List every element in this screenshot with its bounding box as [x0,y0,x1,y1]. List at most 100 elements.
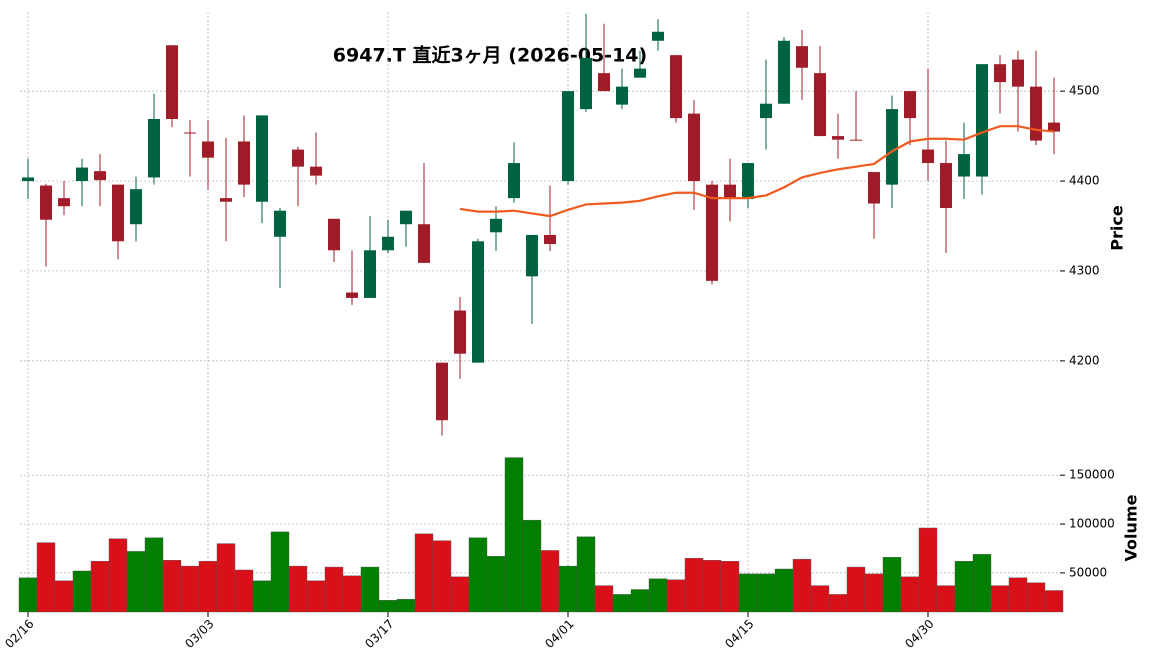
volume-bar [720,560,740,613]
candle-body [364,250,376,298]
candle-body [580,57,592,110]
candle-body [274,210,286,237]
candle-body [598,73,610,92]
volume-bar [540,550,560,613]
candle-body [454,310,466,354]
volume-bar [342,575,362,613]
candle-body [130,189,142,225]
volume-bar [666,579,686,613]
volume-bar [558,565,578,613]
candle-body [220,198,232,202]
volume-bar [396,599,416,613]
volume-bar [468,537,488,613]
volume-bar [234,569,254,613]
y-tick-label: 4400 [1069,174,1100,188]
volume-bar [324,566,344,613]
candle-body [112,184,124,242]
volume-bar [792,559,812,613]
volume-bar [414,533,434,613]
candle-body [724,184,736,200]
candle-body [400,210,412,225]
candle-body [796,46,808,68]
volume-bar [738,573,758,613]
candle-body [562,91,574,182]
candle-body [310,166,322,176]
candle-body [832,136,844,140]
candle-body [40,185,52,220]
candle-body [958,154,970,177]
volume-bar [1044,590,1064,613]
volume-bar [756,573,776,613]
volume-bar [828,594,848,613]
y-tick-label: 4300 [1069,263,1100,277]
candle-body [760,103,772,119]
candle-body [292,149,304,167]
volume-bar [36,542,56,613]
candle-body [940,163,952,209]
candle-body [652,31,664,41]
candle-body [418,224,430,263]
candle-body [1030,86,1042,141]
candle-body [1048,122,1060,132]
volume-bar [954,560,974,613]
volume-bar [504,457,524,613]
volume-bar [306,580,326,613]
x-tick-label: 03/03 [182,617,216,651]
candle-body [148,119,160,178]
candle-body [994,64,1006,83]
volume-bar [216,543,236,613]
volume-bar [90,560,110,613]
candle-body [382,236,394,251]
volume-bar [432,540,452,613]
volume-bar [810,585,830,613]
candle-body [670,55,682,119]
candle-body [256,115,268,202]
candle-body [616,86,628,105]
volume-bar [108,538,128,613]
volume-bar [900,576,920,613]
x-tick-label: 04/01 [542,617,576,651]
volume-bar [126,551,146,613]
volume-bar [144,537,164,613]
volume-bar [54,580,74,613]
volume-bar [486,556,506,613]
candle-body [688,113,700,182]
volume-bar [972,554,992,613]
volume-bar [576,536,596,613]
volume-bar [1026,582,1046,613]
candle-body [976,64,988,177]
candle-body [1012,59,1024,87]
candle-body [778,40,790,104]
volume-bar [648,578,668,613]
candle-body [238,141,250,185]
candle-body [706,184,718,281]
x-tick-label: 03/17 [362,617,396,651]
volume-bar [1008,577,1028,613]
volume-tick-label: 50000 [1069,565,1107,579]
volume-bar [882,557,902,613]
candle-body [814,73,826,137]
y-tick-label: 4500 [1069,84,1100,98]
x-tick-label: 02/16 [2,617,36,651]
volume-bar [378,600,398,613]
volume-tick-label: 100000 [1069,517,1115,531]
candle-body [526,234,538,277]
candle-body [544,234,556,244]
candle-body [94,171,106,181]
volume-bar [918,527,938,613]
volume-bar [162,560,182,613]
candle-body [22,177,34,182]
candle-body [76,167,88,182]
candle-body [346,292,358,298]
volume-bar [846,566,866,613]
candle-body [184,132,196,134]
volume-bar [630,589,650,613]
volume-bar [72,570,92,613]
candle-body [850,139,862,141]
y-axis-label: Price [1108,205,1127,251]
candle-body [328,218,340,251]
volume-tick-label: 150000 [1069,468,1115,482]
volume-bar [198,560,218,613]
